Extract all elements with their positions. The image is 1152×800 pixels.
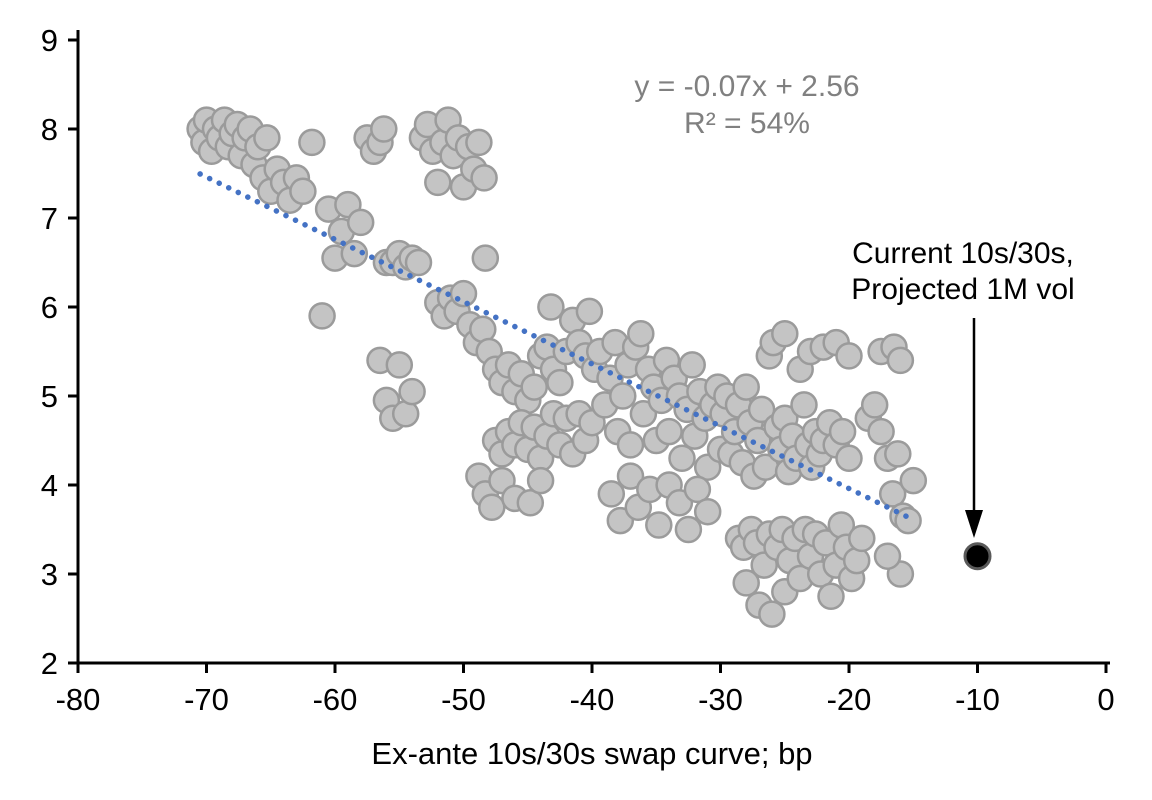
scatter-point	[471, 244, 500, 272]
scatter-point	[537, 293, 565, 321]
regression-r-squared-text: R² = 54%	[684, 107, 810, 140]
scatter-point	[665, 489, 694, 517]
scatter-point	[398, 377, 426, 406]
x-tick-label: 0	[1097, 682, 1114, 717]
scatter-point	[449, 279, 478, 308]
y-tick-label: 5	[41, 379, 58, 414]
scatter-point	[470, 164, 498, 192]
scatter-point	[842, 546, 871, 575]
scatter-point	[817, 582, 845, 611]
x-tick-label: -80	[56, 682, 101, 717]
scatter-point	[597, 480, 626, 508]
scatter-point	[308, 302, 336, 330]
scatter-point	[848, 524, 876, 553]
scatter-point	[899, 466, 928, 495]
regression-equation-text: y = -0.07x + 2.56	[634, 70, 859, 103]
x-tick-label: -60	[313, 682, 358, 717]
scatter-point	[678, 351, 706, 379]
scatter-point	[693, 497, 722, 526]
annotation-arrowhead-icon	[965, 510, 983, 538]
scatter-point	[732, 569, 760, 597]
scatter-point	[732, 373, 760, 401]
scatter-point	[894, 506, 922, 535]
axes-group: 2 3 4 5 6 7 8 9 -80 -70 -60 -50 -40 -30 -20 -10 0	[41, 23, 1115, 717]
scatter-point	[884, 440, 912, 468]
scatter-point	[867, 417, 895, 446]
x-tick-label: -50	[441, 682, 486, 717]
x-tick-label: -10	[955, 682, 1000, 717]
highlight-label-line2: Projected 1M vol	[851, 273, 1074, 306]
scatter-point	[828, 417, 857, 446]
scatter-point	[575, 297, 604, 326]
scatter-point	[520, 373, 548, 401]
scatter-point	[878, 480, 907, 508]
scatter-point	[298, 128, 326, 157]
scatter-point	[629, 400, 658, 428]
scatter-point	[747, 395, 776, 424]
x-tick-label: -20	[827, 682, 872, 717]
scatter-point	[253, 124, 281, 152]
x-tick-label: -70	[184, 682, 229, 717]
scatter-point	[616, 462, 645, 490]
scatter-point	[465, 128, 493, 157]
y-tick-label: 2	[41, 646, 58, 681]
scatter-point	[886, 346, 915, 375]
highlight-point	[963, 542, 992, 571]
scatter-point	[616, 431, 645, 459]
scatter-point	[289, 177, 317, 206]
y-tick-label: 4	[41, 468, 58, 503]
scatter-point	[340, 239, 369, 268]
y-tick-label: 6	[41, 290, 58, 325]
scatter-point	[370, 115, 398, 143]
scatter-point	[478, 493, 506, 522]
scatter-point	[758, 600, 786, 628]
scatter-points-group	[186, 106, 928, 628]
scatter-point	[835, 342, 863, 370]
y-tick-label: 9	[41, 23, 58, 58]
highlight-point-group	[963, 542, 992, 571]
annotation-arrow	[965, 318, 983, 538]
scatter-point	[790, 391, 818, 419]
scatter-point	[668, 444, 696, 473]
scatter-point	[609, 382, 637, 410]
scatter-point	[526, 466, 555, 495]
y-tick-label: 8	[41, 112, 58, 147]
y-tick-label: 3	[41, 557, 58, 592]
scatter-point	[404, 248, 433, 277]
scatter-point	[424, 168, 452, 197]
y-tick-label: 7	[41, 201, 58, 236]
scatter-point	[516, 489, 545, 517]
scatter-point	[346, 208, 375, 237]
scatter-point	[771, 319, 799, 348]
scatter-point	[546, 368, 574, 397]
scatter-point	[683, 475, 712, 504]
x-tick-label: -40	[570, 682, 615, 717]
scatter-point	[873, 542, 902, 570]
scatter-point	[655, 417, 683, 446]
highlight-label-line1: Current 10s/30s,	[852, 237, 1074, 270]
scatter-point	[674, 515, 703, 544]
x-tick-label: -30	[698, 682, 743, 717]
scatter-point	[385, 351, 414, 379]
scatter-point	[645, 511, 673, 539]
scatter-point	[627, 319, 655, 348]
scatter-point	[835, 444, 863, 473]
x-axis-title: Ex-ante 10s/30s swap curve; bp	[371, 736, 812, 771]
scatter-point	[860, 391, 889, 419]
